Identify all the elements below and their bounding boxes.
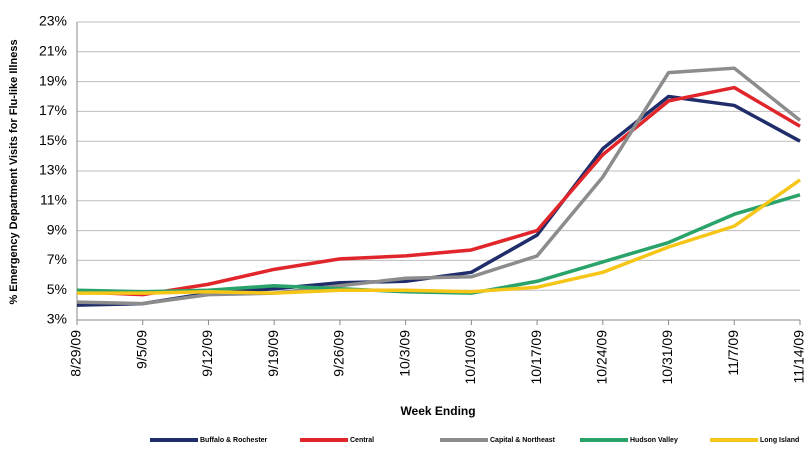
series-line bbox=[77, 178, 802, 295]
x-tick-label: 9/12/09 bbox=[199, 330, 215, 377]
legend-label: Hudson Valley bbox=[630, 437, 678, 444]
y-axis-label: % Emergency Department Visits for Flu-li… bbox=[8, 39, 20, 304]
x-tick-label: 9/26/09 bbox=[331, 330, 347, 377]
x-tick-label: 10/31/09 bbox=[659, 330, 675, 385]
x-axis-label: Week Ending bbox=[400, 404, 475, 418]
series-line bbox=[76, 85, 801, 297]
x-tick-label: 10/3/09 bbox=[396, 330, 412, 377]
y-tick-label: 21% bbox=[39, 43, 67, 59]
y-tick-label: 5% bbox=[47, 281, 67, 297]
y-tick-label: 13% bbox=[39, 162, 67, 178]
y-tick-label: 11% bbox=[40, 192, 67, 208]
legend-label: Long Island bbox=[760, 437, 799, 444]
x-tick-label: 11/14/09 bbox=[791, 330, 807, 384]
x-tick-label: 10/10/09 bbox=[462, 330, 478, 385]
x-tick-label: 11/7/09 bbox=[725, 330, 741, 376]
x-tick-label: 10/17/09 bbox=[528, 330, 544, 385]
y-tick-label: 23% bbox=[39, 13, 67, 29]
y-tick-label: 15% bbox=[39, 132, 67, 148]
x-tick-label: 10/24/09 bbox=[594, 330, 610, 385]
legend-label: Buffalo & Rochester bbox=[200, 437, 268, 444]
series-line bbox=[76, 66, 802, 306]
y-tick-label: 9% bbox=[47, 221, 67, 237]
legend-label: Central bbox=[350, 437, 374, 444]
legend-label: Capital & Northeast bbox=[490, 437, 556, 444]
x-tick-label: 9/5/09 bbox=[133, 330, 149, 369]
y-tick-label: 7% bbox=[47, 251, 67, 267]
y-tick-label: 17% bbox=[39, 102, 67, 118]
x-tick-label: 9/19/09 bbox=[265, 330, 281, 377]
y-tick-label: 19% bbox=[39, 72, 67, 88]
x-tick-label: 8/29/09 bbox=[68, 330, 84, 377]
y-tick-label: 3% bbox=[47, 311, 67, 327]
